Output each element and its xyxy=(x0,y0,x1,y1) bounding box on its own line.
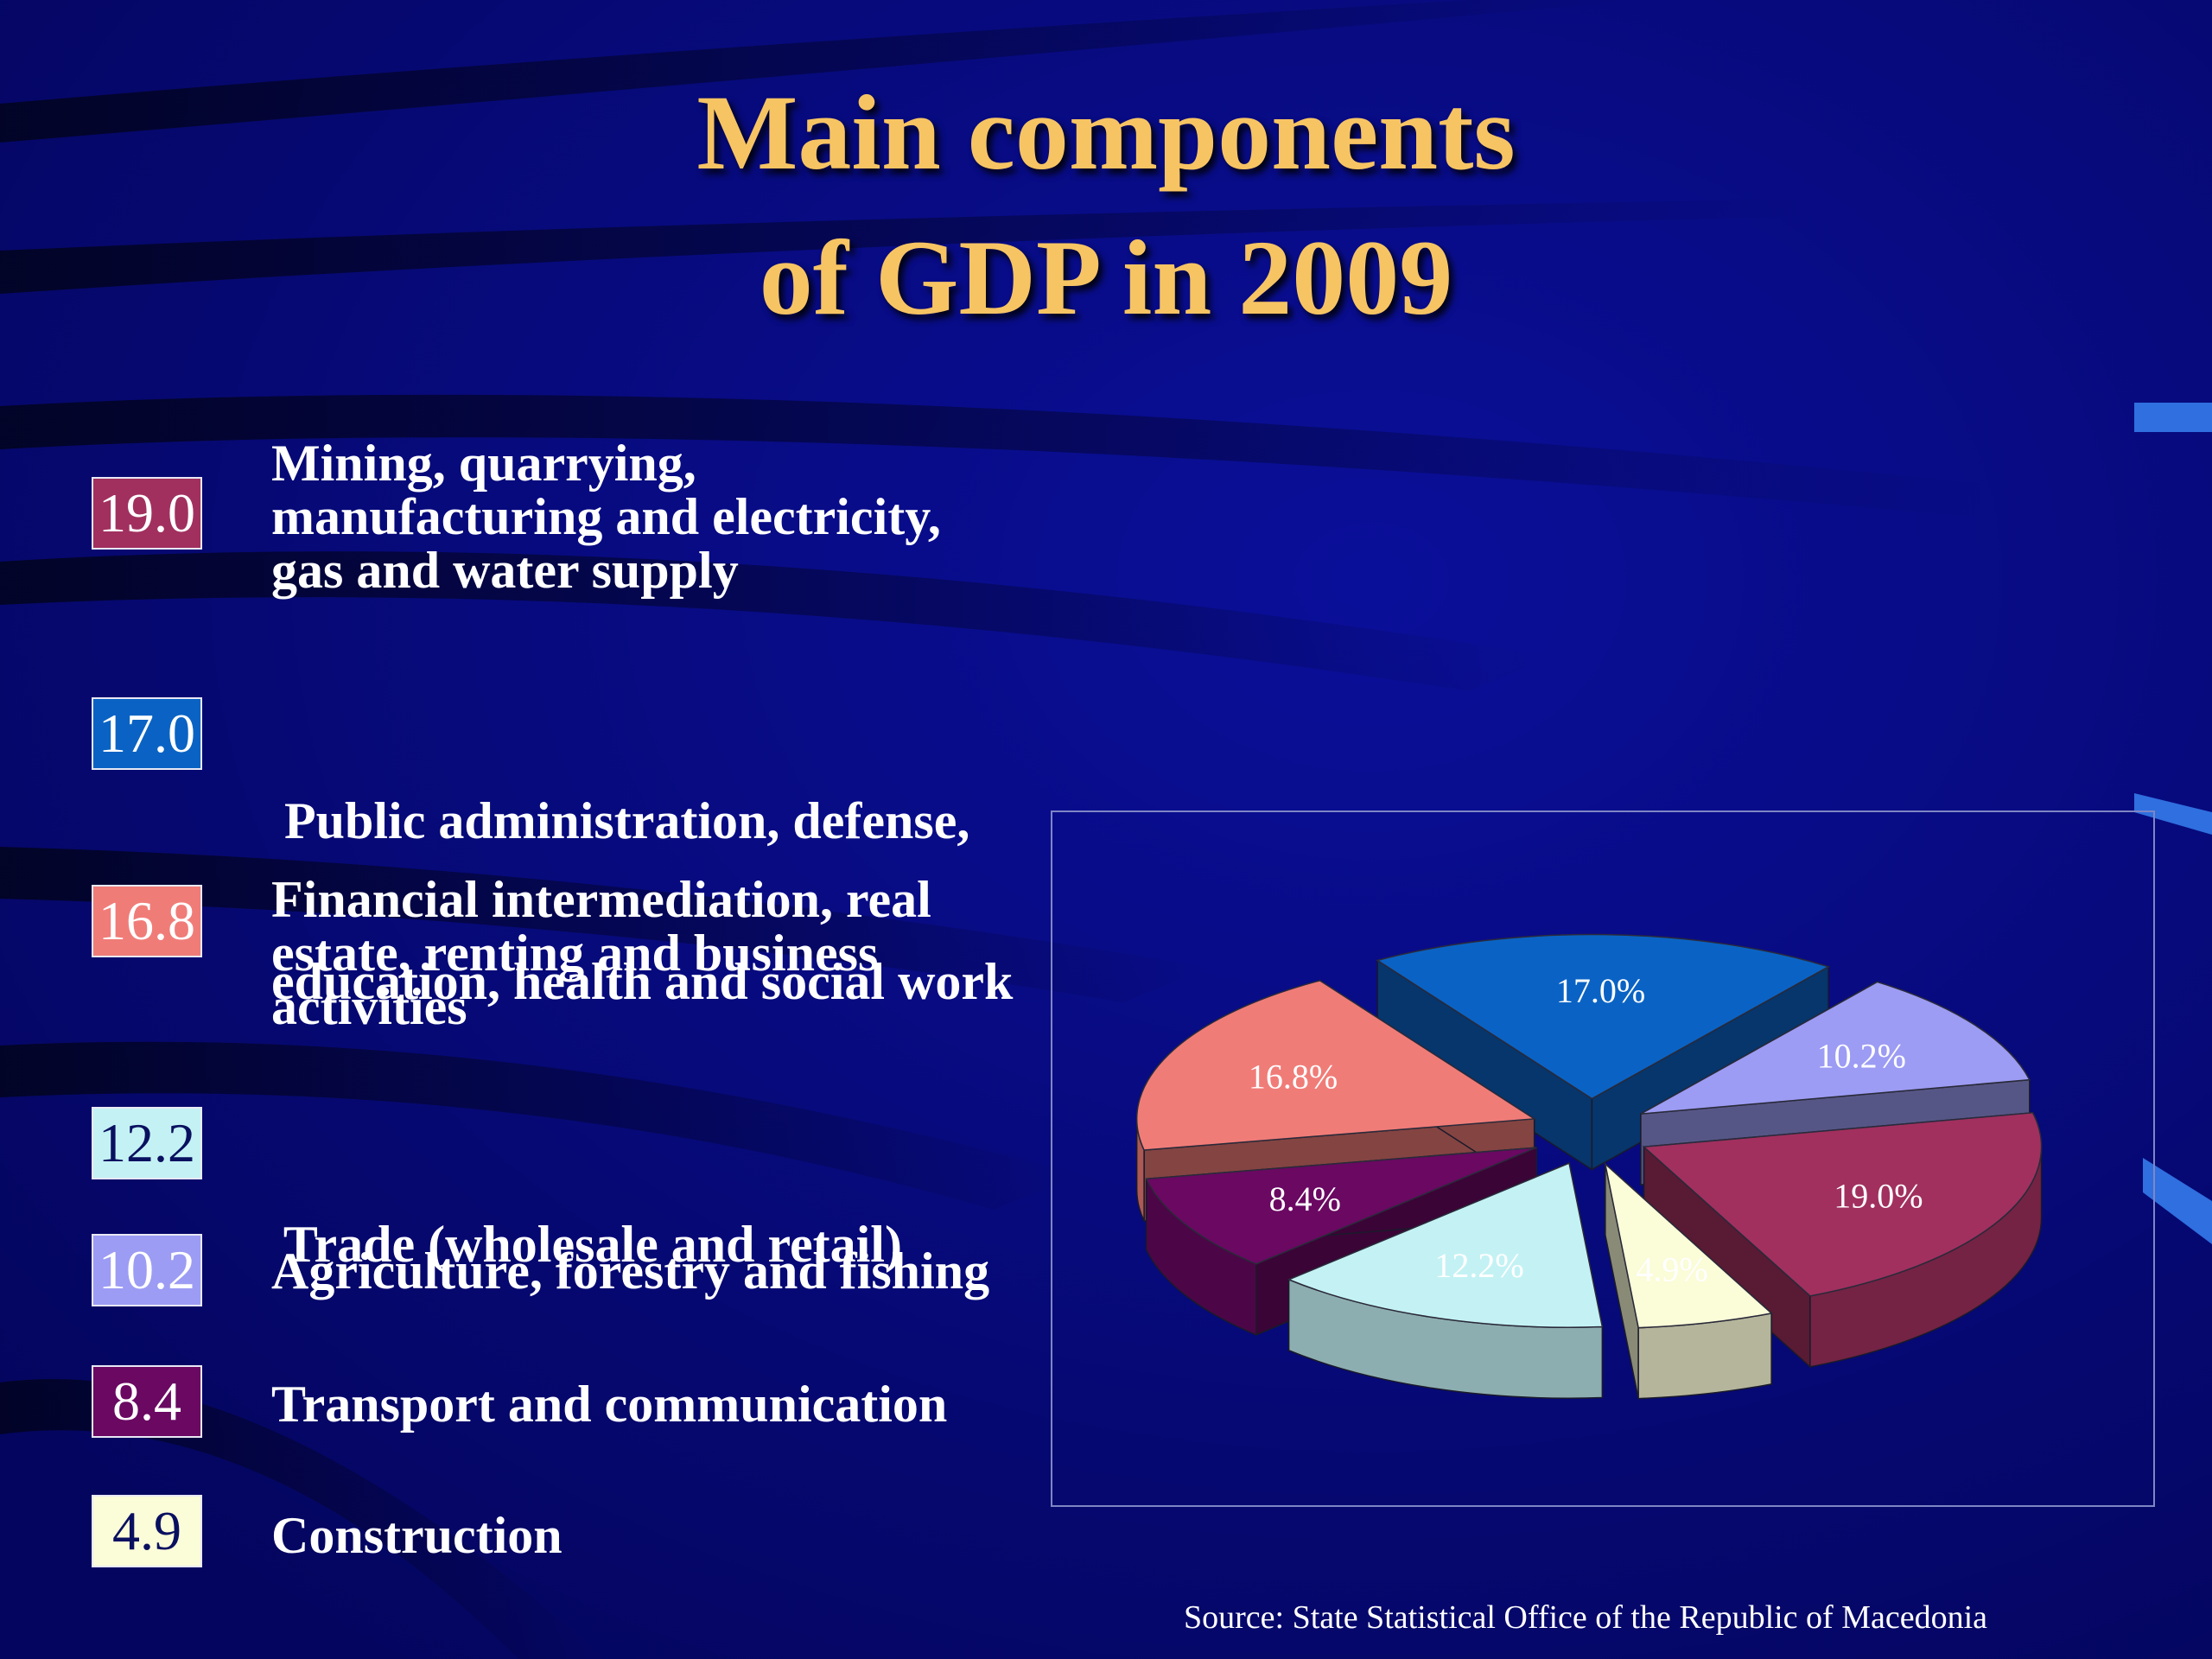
legend-value-box: 17.0 xyxy=(92,697,202,770)
pie-data-label: 12.2% xyxy=(1434,1246,1523,1285)
legend-value-box: 4.9 xyxy=(92,1495,202,1567)
pie-slice-top xyxy=(1287,1162,1604,1328)
pie-slice-top xyxy=(1135,980,1536,1151)
legend-value-box: 8.4 xyxy=(92,1365,202,1438)
pie-slice-top xyxy=(1376,933,1830,1100)
legend-item: 19.0 Mining, quarrying, manufacturing an… xyxy=(0,436,1089,597)
legend-label-line: Mining, quarrying, xyxy=(271,435,696,492)
legend-item: 4.9 Construction xyxy=(0,1495,1089,1567)
pie-data-label: 16.8% xyxy=(1249,1057,1338,1096)
legend-label: Construction xyxy=(271,1509,563,1562)
legend-label-line: Construction xyxy=(271,1507,563,1564)
legend-item: 10.2 Agriculture, forestry and fishing xyxy=(0,1234,1089,1306)
legend-label: Financial intermediation, real estate, r… xyxy=(271,873,931,1033)
pie-data-label: 19.0% xyxy=(1834,1177,1923,1216)
legend-label-line: Financial intermediation, real xyxy=(271,871,931,928)
slide-title: Main components of GDP in 2009 xyxy=(0,60,2212,351)
legend-label-line: education, health and social work xyxy=(271,953,1014,1010)
pie-data-label: 17.0% xyxy=(1556,971,1645,1010)
legend-label: Agriculture, forestry and fishing xyxy=(271,1244,989,1298)
title-line-1: Main components xyxy=(696,73,1516,192)
pie-slice-top xyxy=(1145,1147,1537,1265)
legend-item: 17.0 Public administration, defense, edu… xyxy=(0,687,1089,1008)
legend-value-box: 10.2 xyxy=(92,1234,202,1306)
pie-data-label: 4.9% xyxy=(1636,1250,1707,1289)
pie-slice-top xyxy=(1640,981,2031,1115)
pie-slice-top xyxy=(1642,1111,2043,1297)
legend-label-line: Trade (wholesale and retail) xyxy=(271,1216,902,1273)
legend-label: Transport and communication xyxy=(271,1377,947,1431)
legend-label-line: gas and water supply xyxy=(271,542,739,599)
pie-data-label: 8.4% xyxy=(1269,1179,1341,1218)
pie-slice-top xyxy=(1604,1162,1773,1329)
legend-value-box: 12.2 xyxy=(92,1107,202,1179)
legend-label-line: manufacturing and electricity, xyxy=(271,488,941,545)
legend-label-line: Agriculture, forestry and fishing xyxy=(271,1243,990,1300)
legend-value-box: 19.0 xyxy=(92,477,202,550)
legend-item: 16.8 Financial intermediation, real esta… xyxy=(0,873,1089,1033)
legend-label-line: activities xyxy=(271,978,467,1035)
legend-label-line: Transport and communication xyxy=(271,1376,948,1433)
pie-data-label: 10.2% xyxy=(1817,1036,1906,1075)
legend-label: Trade (wholesale and retail) xyxy=(271,1110,902,1378)
pie-slice xyxy=(1287,1162,1604,1399)
legend-label-line: Public administration, defense, xyxy=(271,792,970,849)
title-line-2: of GDP in 2009 xyxy=(759,219,1453,337)
pie-slice xyxy=(1642,1111,2043,1369)
legend-label: Public administration, defense, educatio… xyxy=(271,687,1013,1116)
source-note: Source: State Statistical Office of the … xyxy=(1184,1599,1988,1636)
legend-item: 12.2 Trade (wholesale and retail) xyxy=(0,1107,1089,1271)
legend-label-line: estate, renting and business xyxy=(271,925,879,982)
legend-item: 8.4 Transport and communication xyxy=(0,1365,1089,1438)
legend-label: Mining, quarrying, manufacturing and ele… xyxy=(271,436,941,597)
pie-slice xyxy=(1604,1162,1773,1400)
legend-value-box: 16.8 xyxy=(92,885,202,957)
chart-plot-area xyxy=(1051,810,2155,1507)
